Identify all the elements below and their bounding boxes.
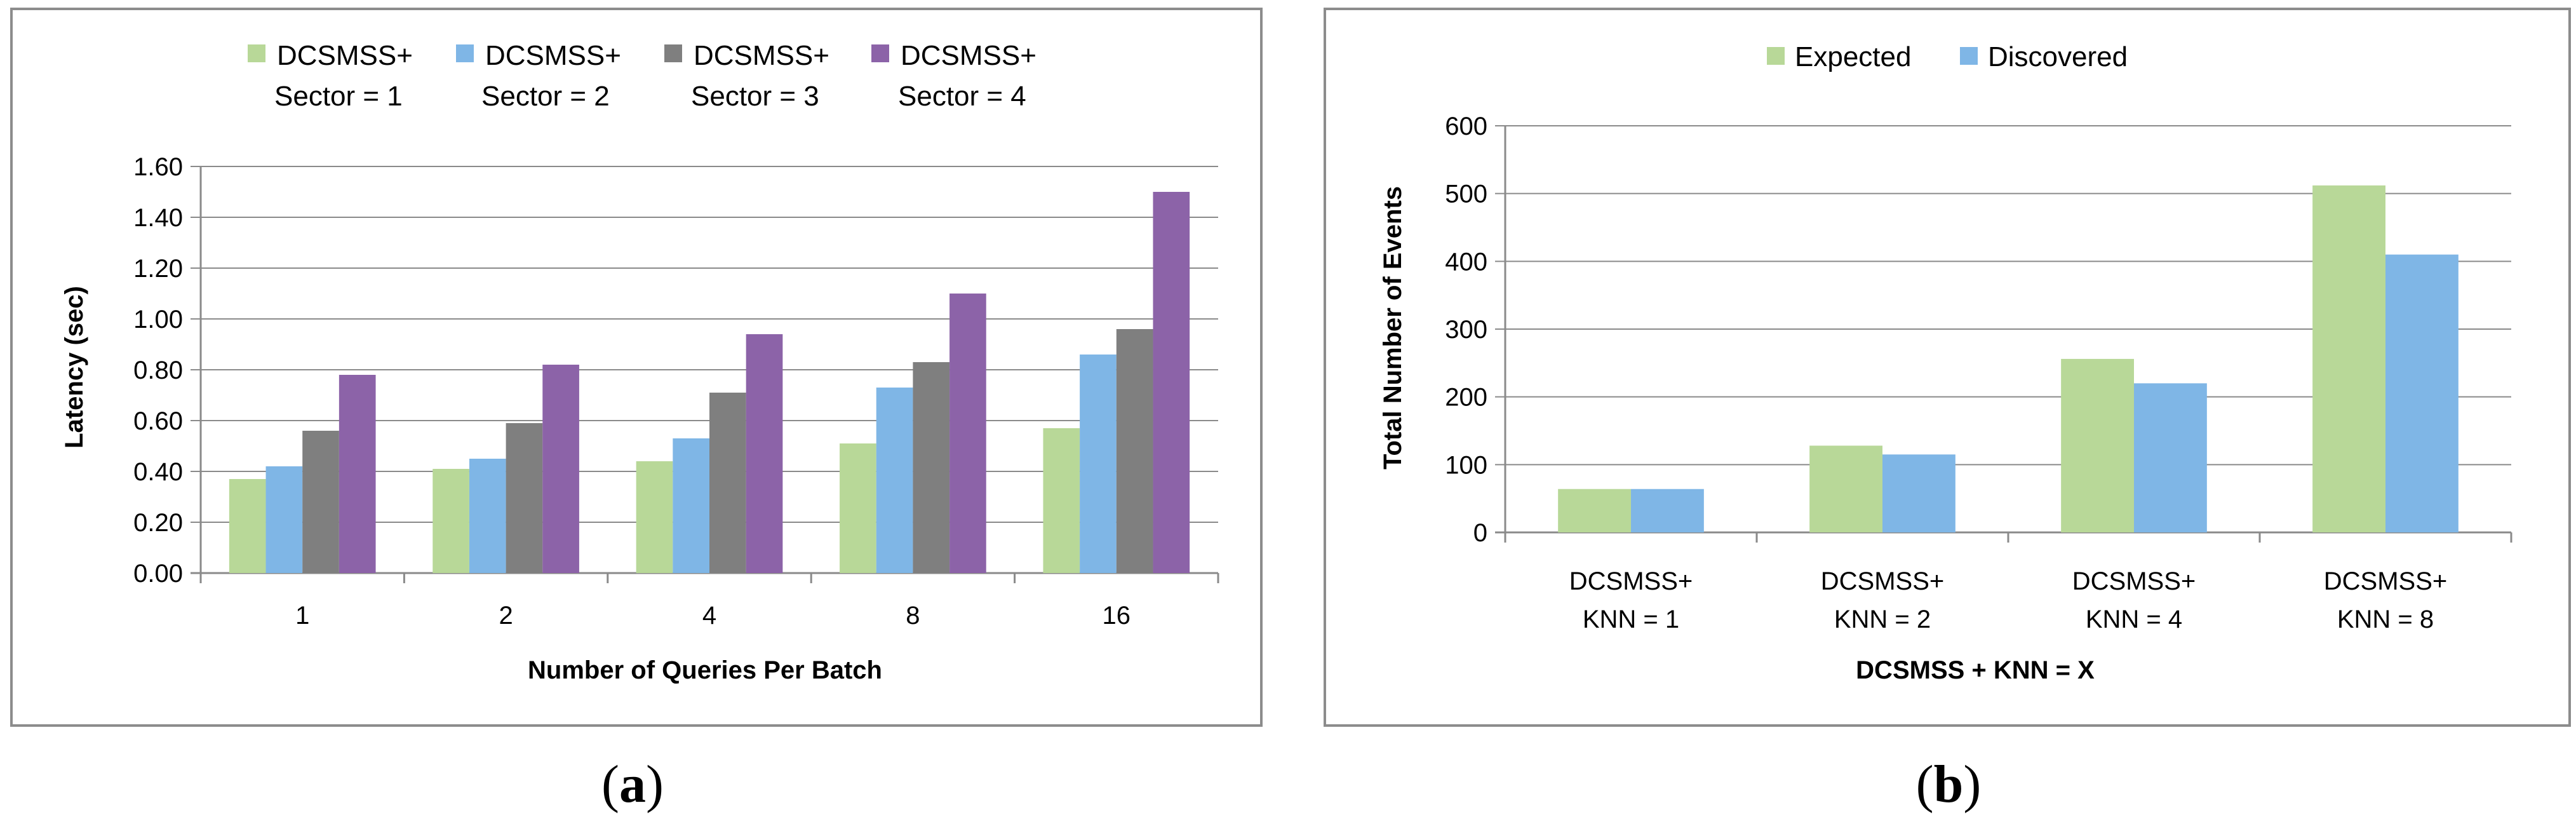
panel-a: DCSMSS+ Sector = 1 DCSMSS+ Sector = 2 DC… xyxy=(10,8,1263,727)
legend-label-expected: Expected xyxy=(1795,41,1911,72)
x-tick-label-line1: DCSMSS+ xyxy=(2324,567,2448,595)
caption-b-letter: b xyxy=(1934,755,1964,814)
y-tick-label: 0.40 xyxy=(133,458,183,486)
caption-b-close-paren: ) xyxy=(1963,755,1981,814)
legend-label-sector-2-line2: Sector = 2 xyxy=(481,81,610,112)
bar xyxy=(709,393,746,573)
panel-b-legend: Expected Discovered xyxy=(1767,41,2128,72)
x-tick-label-line1: DCSMSS+ xyxy=(1569,567,1693,595)
legend-swatch-discovered xyxy=(1960,47,1978,65)
x-tick-label: 2 xyxy=(499,602,513,630)
bar xyxy=(949,294,986,573)
caption-b-open-paren: ( xyxy=(1916,755,1934,814)
legend-swatch-sector-3 xyxy=(664,44,682,62)
legend-swatch-sector-1 xyxy=(248,44,265,62)
x-tick-label-line2: KNN = 2 xyxy=(1834,605,1931,633)
caption-a-close-paren: ) xyxy=(646,755,664,814)
bar xyxy=(2134,383,2207,532)
legend-label-sector-4-line2: Sector = 4 xyxy=(898,81,1026,112)
bar xyxy=(2061,358,2134,532)
y-tick-label: 0.00 xyxy=(133,560,183,588)
bar xyxy=(2385,254,2459,532)
legend-label-sector-3-line1: DCSMSS+ xyxy=(694,40,829,71)
bar xyxy=(1153,192,1190,573)
panel-a-frame xyxy=(10,8,1263,727)
y-tick-label: 1.40 xyxy=(133,204,183,232)
x-tick-label-line2: KNN = 1 xyxy=(1583,605,1679,633)
x-tick-label: 8 xyxy=(906,602,920,630)
bar xyxy=(1043,428,1080,573)
y-tick-label: 500 xyxy=(1445,180,1487,208)
y-tick-label: 200 xyxy=(1445,384,1487,412)
y-tick-label: 0.60 xyxy=(133,407,183,435)
panel-b: Expected Discovered 0 100 200 300 400 500 600 D… xyxy=(1324,8,2571,727)
bar xyxy=(1882,454,1955,532)
legend-label-sector-1-line1: DCSMSS+ xyxy=(277,40,413,71)
bar xyxy=(542,365,579,573)
panel-b-y-axis-title: Total Number of Events xyxy=(1379,186,1407,470)
bar xyxy=(506,423,543,573)
panel-a-legend: DCSMSS+ Sector = 1 DCSMSS+ Sector = 2 DC… xyxy=(248,40,1036,112)
y-tick-label: 300 xyxy=(1445,316,1487,344)
bar xyxy=(673,438,709,573)
bar xyxy=(746,334,783,573)
bar xyxy=(2312,185,2385,532)
x-tick-label: 4 xyxy=(702,602,716,630)
y-tick-label: 0.20 xyxy=(133,509,183,537)
bar xyxy=(840,443,876,573)
y-tick-label: 0.80 xyxy=(133,356,183,384)
caption-b-text: (b) xyxy=(1916,755,1982,814)
bar xyxy=(339,375,376,573)
legend-label-discovered: Discovered xyxy=(1988,41,2128,72)
y-tick-label: 1.00 xyxy=(133,306,183,334)
panel-a-x-axis-title: Number of Queries Per Batch xyxy=(528,656,882,684)
legend-swatch-sector-4 xyxy=(871,44,889,62)
panel-b-x-axis-title: DCSMSS + KNN = X xyxy=(1856,656,2095,684)
y-tick-label: 0 xyxy=(1473,519,1487,547)
caption-a: (a) xyxy=(601,755,664,814)
legend-label-sector-3-line2: Sector = 3 xyxy=(691,81,819,112)
bar xyxy=(302,431,339,573)
caption-a-letter: a xyxy=(619,755,646,814)
bar xyxy=(913,362,950,573)
legend-swatch-sector-2 xyxy=(456,44,474,62)
legend-label-sector-1-line2: Sector = 1 xyxy=(274,81,403,112)
bar xyxy=(229,479,266,573)
x-tick-label-line1: DCSMSS+ xyxy=(2072,567,2196,595)
bar xyxy=(433,469,469,573)
y-tick-label: 600 xyxy=(1445,112,1487,140)
panel-a-plot: 0.00 0.20 0.40 0.60 0.80 1.00 1.20 1.40 1.60 1 2 4 8… xyxy=(133,153,1219,630)
panel-b-plot: 0 100 200 300 400 500 600 DCSMSS+ KNN = 1 DCSMSS+… xyxy=(1445,112,2512,633)
bar xyxy=(469,459,506,573)
bar xyxy=(1809,445,1882,532)
x-tick-label-line1: DCSMSS+ xyxy=(1821,567,1945,595)
caption-b: (b) xyxy=(1916,755,1982,814)
legend-label-sector-4-line1: DCSMSS+ xyxy=(901,40,1036,71)
legend-label-sector-2-line1: DCSMSS+ xyxy=(485,40,621,71)
bar xyxy=(1116,329,1153,573)
x-tick-label-line2: KNN = 8 xyxy=(2337,605,2434,633)
bar xyxy=(876,388,913,573)
y-tick-label: 1.60 xyxy=(133,153,183,181)
y-tick-label: 400 xyxy=(1445,248,1487,276)
caption-a-text: (a) xyxy=(601,755,664,814)
legend-swatch-expected xyxy=(1767,47,1785,65)
y-tick-label: 1.20 xyxy=(133,255,183,283)
bar xyxy=(636,461,673,573)
caption-a-open-paren: ( xyxy=(601,755,619,814)
bar xyxy=(1631,489,1704,532)
x-tick-label: 1 xyxy=(295,602,309,630)
bar xyxy=(1080,355,1117,573)
bar xyxy=(1558,489,1631,532)
panel-a-y-axis-title: Latency (sec) xyxy=(60,286,88,449)
x-tick-label: 16 xyxy=(1103,602,1131,630)
bar xyxy=(265,466,303,573)
x-tick-label-line2: KNN = 4 xyxy=(2086,605,2182,633)
y-tick-label: 100 xyxy=(1445,451,1487,479)
